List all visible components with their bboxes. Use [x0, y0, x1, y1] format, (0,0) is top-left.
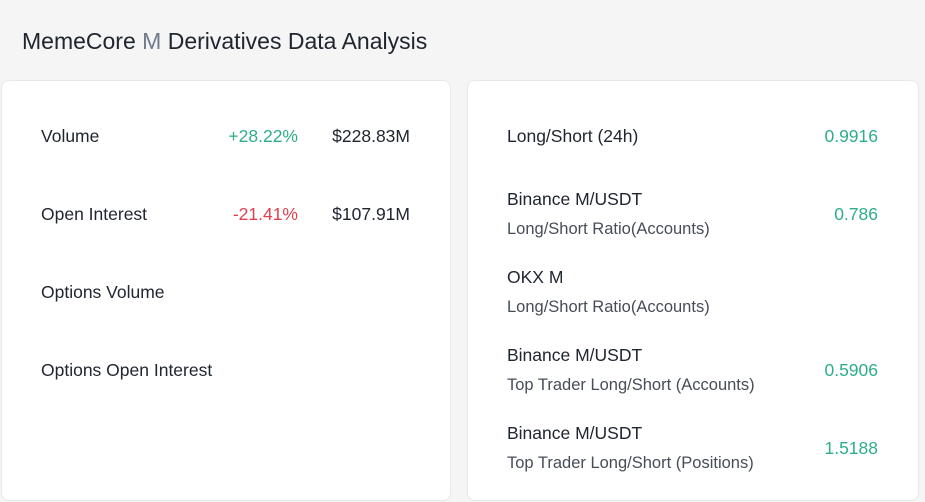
row-label: Volume: [41, 126, 100, 146]
row-label: Long/Short (24h): [507, 126, 639, 146]
row-label: Binance M/USDT: [507, 345, 643, 365]
ratio-value: 0.5906: [824, 360, 878, 380]
title-name: MemeCore: [22, 28, 136, 54]
page-title: MemeCore M Derivatives Data Analysis: [22, 28, 427, 55]
row-label: Open Interest: [41, 204, 148, 224]
ratio-card: Long/Short (24h) 0.9916 Binance M/USDT L…: [467, 80, 919, 501]
amount: $107.91M: [332, 204, 410, 224]
row-sublabel: Top Trader Long/Short (Positions): [507, 454, 754, 472]
row-label: Binance M/USDT: [507, 423, 643, 443]
row-label: Options Open Interest: [41, 360, 213, 380]
row-label: Binance M/USDT: [507, 189, 643, 209]
title-symbol: M: [142, 28, 162, 54]
row-label: OKX M: [507, 267, 564, 287]
ratio-value: 1.5188: [824, 438, 878, 458]
row-sublabel: Long/Short Ratio(Accounts): [507, 298, 710, 316]
ratio-value: 0.9916: [824, 126, 878, 146]
row-sublabel: Top Trader Long/Short (Accounts): [507, 376, 755, 394]
row-sublabel: Long/Short Ratio(Accounts): [507, 220, 710, 238]
change: -21.41%: [232, 204, 298, 224]
amount: $228.83M: [332, 126, 410, 146]
ratio-value: 0.786: [834, 204, 878, 224]
change: +28.22%: [228, 126, 298, 146]
row-label: Options Volume: [41, 282, 165, 302]
title-rest: Derivatives Data Analysis: [167, 28, 428, 54]
volume-card: Volume +28.22% $228.83M Open Interest -2…: [1, 80, 451, 501]
